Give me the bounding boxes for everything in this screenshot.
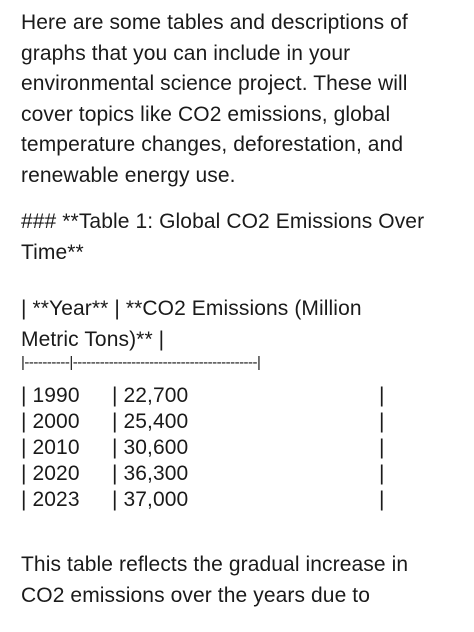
closing-paragraph: This table reflects the gradual increase… xyxy=(21,550,471,611)
intro-line: Here are some tables and descriptions of xyxy=(21,11,408,34)
intro-paragraph: Here are some tables and descriptions of… xyxy=(21,8,471,191)
emissions-cell: | 37,000 xyxy=(112,488,189,511)
table-row: | 1990 | 22,700 | xyxy=(21,383,471,409)
table-header: | **Year** | **CO2 Emissions (Million Me… xyxy=(21,294,471,355)
intro-line: temperature changes, deforestation, and xyxy=(21,133,404,156)
closing-line: This table reflects the gradual increase… xyxy=(21,553,409,576)
row-end-pipe: | xyxy=(379,384,385,407)
table-row: | 2000 | 25,400 | xyxy=(21,409,471,435)
heading-line: ### **Table 1: Global CO2 Emissions Over xyxy=(21,210,425,233)
table-row: | 2010 | 30,600 | xyxy=(21,435,471,461)
row-end-pipe: | xyxy=(379,410,385,433)
emissions-cell: | 22,700 xyxy=(112,384,189,407)
table-row: | 2020 | 36,300 | xyxy=(21,461,471,487)
table-header-line: | **Year** | **CO2 Emissions (Million xyxy=(21,297,362,320)
year-cell: | 2000 xyxy=(21,410,80,433)
year-cell: | 2010 xyxy=(21,436,80,459)
row-end-pipe: | xyxy=(379,436,385,459)
table-body: | 1990 | 22,700 | | 2000 | 25,400 | | 20… xyxy=(21,383,471,513)
intro-line: environmental science project. These wil… xyxy=(21,72,408,95)
intro-line: cover topics like CO2 emissions, global xyxy=(21,102,391,126)
intro-line: graphs that you can include in your xyxy=(21,41,351,65)
row-end-pipe: | xyxy=(379,488,385,511)
year-cell: | 1990 xyxy=(21,384,80,407)
heading-line: Time** xyxy=(21,240,84,264)
emissions-cell: | 30,600 xyxy=(112,436,189,459)
year-cell: | 2020 xyxy=(21,462,80,485)
closing-line: CO2 emissions over the years due to xyxy=(21,583,370,607)
table-row: | 2023 | 37,000 | xyxy=(21,487,471,513)
intro-line: renewable energy use. xyxy=(21,163,236,187)
table-heading: ### **Table 1: Global CO2 Emissions Over… xyxy=(21,207,471,268)
table-header-line: Metric Tons)** | xyxy=(21,327,165,351)
table-separator: |----------|----------------------------… xyxy=(21,354,261,371)
year-cell: | 2023 xyxy=(21,488,80,511)
emissions-cell: | 36,300 xyxy=(112,462,189,485)
emissions-cell: | 25,400 xyxy=(112,410,189,433)
row-end-pipe: | xyxy=(379,462,385,485)
